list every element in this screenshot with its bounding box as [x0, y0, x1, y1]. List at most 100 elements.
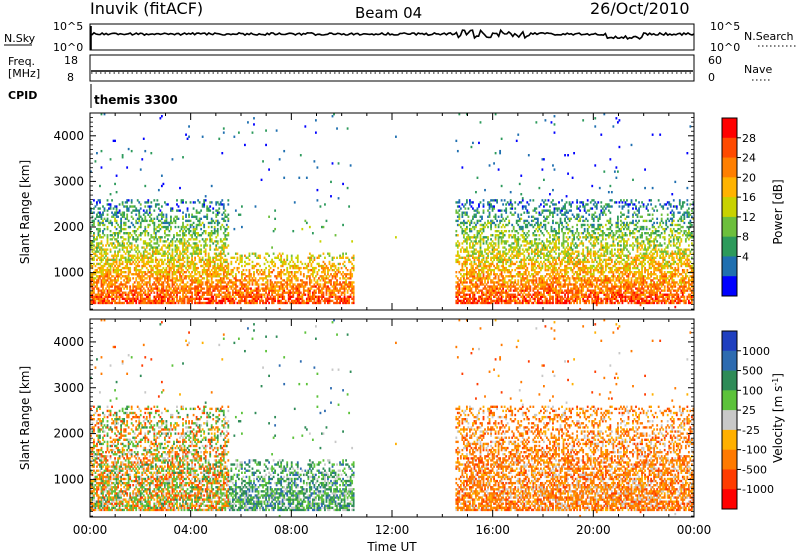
nsky-panel: N.Sky 10^5 10^0 10^5 10^0 N.Search [4, 20, 796, 54]
power-echo-cell [120, 220, 122, 222]
power-echo-cell [125, 222, 127, 224]
power-echo-cell [95, 265, 97, 267]
power-echo-cell [137, 248, 139, 250]
power-echo-cell [98, 292, 100, 294]
power-echo-cell [187, 255, 189, 257]
power-echo-cell [140, 238, 142, 240]
power-echo-cell [119, 275, 121, 277]
power-echo-cell [178, 302, 180, 304]
power-echo-cell [126, 248, 128, 250]
power-echo-cell [184, 257, 186, 259]
power-echo-cell [155, 257, 157, 259]
power-echo-cell [131, 242, 133, 244]
power-echo-cell [119, 261, 121, 263]
power-echo-cell [117, 216, 119, 218]
power-echo-cell [191, 292, 193, 294]
power-echo-cell [149, 209, 151, 211]
power-echo-cell [134, 259, 136, 261]
power-echo-cell [114, 283, 116, 285]
power-echo-cell [141, 277, 143, 279]
power-echo-cell [110, 277, 112, 279]
power-echo-cell [105, 255, 107, 257]
power-echo-cell [137, 253, 139, 255]
power-echo-cell [146, 267, 148, 269]
power-echo-cell [107, 218, 109, 220]
power-echo-cell [105, 250, 107, 252]
power-echo-cell [161, 269, 163, 271]
power-echo-cell [114, 253, 116, 255]
power-echo-cell [188, 136, 190, 138]
power-echo-cell [96, 203, 98, 205]
power-echo-cell [132, 283, 134, 285]
power-echo-cell [190, 226, 192, 228]
power-echo-cell [98, 279, 100, 281]
power-echo-cell [159, 228, 161, 230]
freq-unit: [MHz] [8, 67, 40, 80]
power-echo-cell [159, 265, 161, 267]
power-echo-cell [172, 158, 174, 160]
power-echo-cell [178, 226, 180, 228]
power-echo-cell [126, 287, 128, 289]
power-echo-cell [114, 234, 116, 236]
power-echo-cell [110, 248, 112, 250]
power-echo-cell [140, 207, 142, 209]
power-echo-cell [187, 246, 189, 248]
power-echo-cell [184, 298, 186, 300]
power-echo-cell [132, 261, 134, 263]
power-echo-cell [173, 263, 175, 265]
power-echo-cell [128, 220, 130, 222]
power-echo-cell [182, 281, 184, 283]
power-echo-cell [173, 300, 175, 302]
power-echo-cell [175, 220, 177, 222]
power-echo-cell [170, 287, 172, 289]
power-echo-cell [120, 289, 122, 291]
power-echo-cell [175, 255, 177, 257]
power-echo-cell [162, 261, 164, 263]
power-echo-cell [150, 285, 152, 287]
nsky-tick-high: 10^5 [53, 20, 83, 33]
power-echo-cell [140, 234, 142, 236]
power-echo-cell [132, 236, 134, 238]
power-echo-cell [182, 218, 184, 220]
power-echo-cell [149, 281, 151, 283]
power-echo-cell [166, 253, 168, 255]
power-echo-cell [162, 214, 164, 216]
power-echo-cell [196, 273, 198, 275]
power-echo-cell [92, 246, 94, 248]
power-echo-cell [196, 250, 198, 252]
power-echo-cell [178, 269, 180, 271]
power-echo-cell [146, 277, 148, 279]
power-echo-cell [111, 224, 113, 226]
power-echo-cell [93, 283, 95, 285]
power-echo-cell [182, 230, 184, 232]
power-echo-cell [194, 259, 196, 261]
date-title: 26/Oct/2010 [590, 0, 690, 18]
power-echo-cell [125, 228, 127, 230]
power-echo-cell [120, 222, 122, 224]
power-echo-cell [184, 250, 186, 252]
power-echo-cell [98, 250, 100, 252]
power-echo-cell [128, 234, 130, 236]
power-echo-cell [182, 279, 184, 281]
power-echo-cell [110, 269, 112, 271]
power-echo-cell [131, 246, 133, 248]
power-echo-cell [169, 234, 171, 236]
power-echo-cell [134, 205, 136, 207]
power-echo-cell [135, 279, 137, 281]
power-echo-cell [147, 269, 149, 271]
power-echo-cell [144, 265, 146, 267]
power-echo-cell [93, 248, 95, 250]
power-echo-cell [196, 236, 198, 238]
power-echo-cell [99, 224, 101, 226]
power-echo-cell [184, 238, 186, 240]
power-echo-cell [104, 209, 106, 211]
power-echo-cell [147, 234, 149, 236]
power-echo-cell [140, 222, 142, 224]
power-echo-cell [120, 224, 122, 226]
power-echo-cell [149, 224, 151, 226]
power-echo-cell [123, 212, 125, 214]
power-echo-cell [170, 269, 172, 271]
power-echo-cell [194, 234, 196, 236]
power-echo-cell [102, 244, 104, 246]
power-echo-cell [125, 283, 127, 285]
